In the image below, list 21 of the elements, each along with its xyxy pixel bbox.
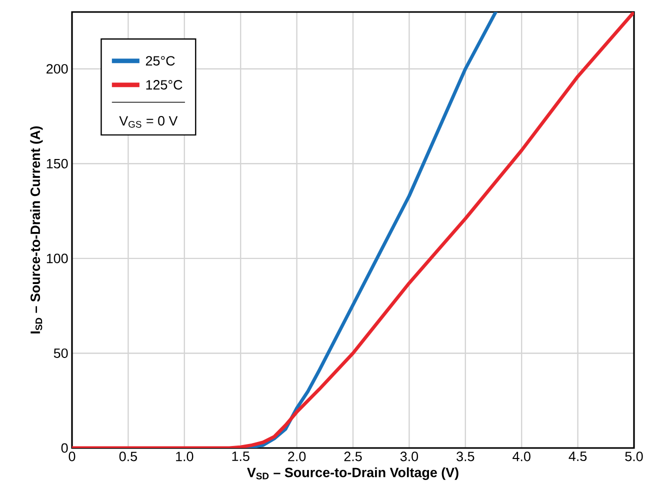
x-tick-label: 1.5 (232, 452, 250, 462)
x-tick-label: 4.5 (568, 452, 587, 462)
y-tick-label: 100 (46, 254, 68, 264)
x-tick-label: 0 (68, 452, 76, 462)
y-tick-label: 50 (54, 348, 68, 358)
x-tick-label: 1.0 (176, 452, 194, 462)
y-axis-title: I$_{SD}$ – Source-to-Drain Current (A) (30, 126, 43, 334)
x-tick-label: 2.0 (288, 452, 306, 462)
x-tick-label: 4.0 (512, 452, 530, 462)
x-tick-label: 5.0 (625, 452, 643, 462)
annotation: V$_{GS}$ = 0 V (119, 116, 178, 128)
x-tick-label: 2.5 (344, 452, 362, 462)
x-axis-title: V$_{SD}$ – Source-to-Drain Voltage (V) (247, 467, 458, 480)
y-tick-label: 0 (61, 443, 68, 453)
x-tick-label: 0.5 (119, 452, 137, 462)
y-tick-label: 150 (46, 158, 68, 168)
legend-label: 125°C (146, 80, 182, 90)
x-tick-label: 3.0 (400, 452, 418, 462)
y-tick-label: 200 (46, 64, 68, 74)
legend-label: 25°C (146, 56, 175, 66)
x-tick-label: 3.5 (456, 452, 474, 462)
